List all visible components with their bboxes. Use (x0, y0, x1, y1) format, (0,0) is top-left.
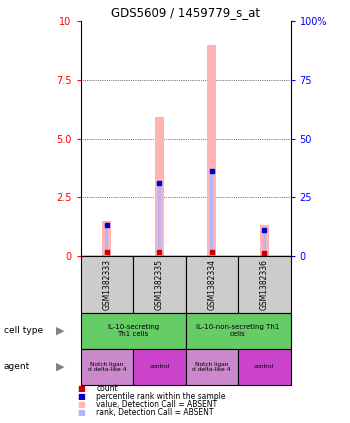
Text: ▶: ▶ (56, 362, 65, 372)
Text: percentile rank within the sample: percentile rank within the sample (96, 392, 226, 401)
Bar (186, 349, 238, 385)
Text: rank, Detection Call = ABSENT: rank, Detection Call = ABSENT (96, 408, 214, 417)
Bar (210, 171, 213, 256)
Bar (105, 225, 108, 256)
Text: Notch ligan
d delta-like 4: Notch ligan d delta-like 4 (193, 362, 231, 372)
Text: count: count (96, 384, 118, 393)
Text: GSM1382333: GSM1382333 (102, 259, 111, 310)
Text: cell type: cell type (4, 327, 43, 335)
Bar (186, 313, 290, 349)
Bar (80, 313, 186, 349)
Text: ■: ■ (77, 408, 85, 417)
Bar (102, 221, 111, 256)
Text: control: control (254, 365, 274, 369)
Text: GSM1382335: GSM1382335 (155, 259, 164, 310)
Text: control: control (149, 365, 169, 369)
Text: value, Detection Call = ABSENT: value, Detection Call = ABSENT (96, 400, 217, 409)
Bar (262, 230, 266, 256)
Bar (207, 45, 216, 256)
Title: GDS5609 / 1459779_s_at: GDS5609 / 1459779_s_at (111, 5, 260, 19)
Text: GSM1382336: GSM1382336 (260, 259, 269, 310)
Text: ■: ■ (77, 384, 85, 393)
Bar (186, 256, 238, 313)
Bar (158, 183, 161, 256)
Text: ■: ■ (77, 400, 85, 409)
Text: GSM1382334: GSM1382334 (207, 259, 216, 310)
Text: ■: ■ (77, 392, 85, 401)
Text: IL-10-secreting
Th1 cells: IL-10-secreting Th1 cells (107, 324, 159, 338)
Bar (238, 349, 290, 385)
Text: ▶: ▶ (56, 326, 65, 336)
Bar (80, 256, 133, 313)
Bar (133, 256, 186, 313)
Text: IL-10-non-secreting Th1
cells: IL-10-non-secreting Th1 cells (196, 324, 280, 338)
Bar (259, 225, 269, 256)
Bar (238, 256, 290, 313)
Bar (133, 349, 186, 385)
Bar (80, 349, 133, 385)
Bar (155, 118, 164, 256)
Text: agent: agent (4, 363, 30, 371)
Text: Notch ligan
d delta-like 4: Notch ligan d delta-like 4 (88, 362, 126, 372)
